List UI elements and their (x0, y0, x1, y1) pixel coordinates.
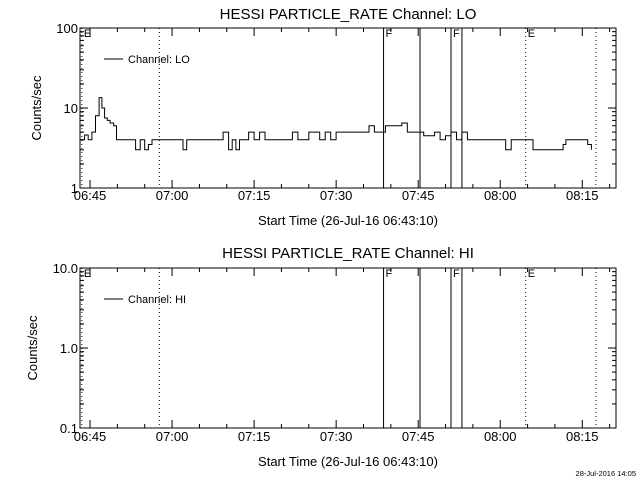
x-tick-label: 07:30 (320, 429, 353, 444)
x-tick-label: 07:45 (402, 429, 435, 444)
x-tick-label: 07:00 (156, 188, 189, 203)
x-axis-label: Start Time (26-Jul-16 06:43:10) (258, 454, 438, 469)
chart-title: HESSI PARTICLE_RATE Channel: HI (222, 245, 474, 262)
x-tick-label: 06:45 (74, 429, 107, 444)
flag-label: E (84, 268, 91, 280)
x-tick-label: 08:15 (566, 188, 599, 203)
x-tick-label: 06:45 (74, 188, 107, 203)
flag-label: F (386, 28, 393, 40)
x-tick-label: 08:00 (484, 188, 517, 203)
x-tick-label: 07:15 (238, 429, 271, 444)
y-tick-label: 1.0 (60, 341, 78, 356)
plot-frame (79, 27, 617, 189)
chart-title: HESSI PARTICLE_RATE Channel: LO (220, 6, 477, 23)
flag-label: E (84, 28, 91, 40)
plot-frame (79, 267, 617, 429)
flag-label: F (453, 268, 460, 280)
x-axis-label: Start Time (26-Jul-16 06:43:10) (258, 213, 438, 228)
legend-label: Channel: HI (128, 294, 186, 306)
legend-label: Channel: LO (128, 54, 190, 66)
flag-label: F (453, 28, 460, 40)
flag-label: E (528, 268, 535, 280)
y-tick-label: 0.1 (60, 421, 78, 436)
x-tick-label: 07:15 (238, 188, 271, 203)
flag-label: F (386, 268, 393, 280)
y-tick-label: 100 (56, 21, 78, 36)
y-axis-label: Counts/sec (29, 75, 44, 141)
y-axis-label: Counts/sec (25, 315, 40, 381)
y-tick-label: 10.0 (53, 261, 78, 276)
plot-timestamp: 28-Jul-2016 14:05 (576, 469, 636, 478)
y-tick-label: 1 (71, 181, 78, 196)
y-tick-label: 10 (64, 101, 78, 116)
x-tick-label: 08:00 (484, 429, 517, 444)
flag-label: E (528, 28, 535, 40)
series-line (80, 97, 592, 151)
x-tick-label: 07:00 (156, 429, 189, 444)
x-tick-label: 08:15 (566, 429, 599, 444)
x-tick-label: 07:30 (320, 188, 353, 203)
x-tick-label: 07:45 (402, 188, 435, 203)
